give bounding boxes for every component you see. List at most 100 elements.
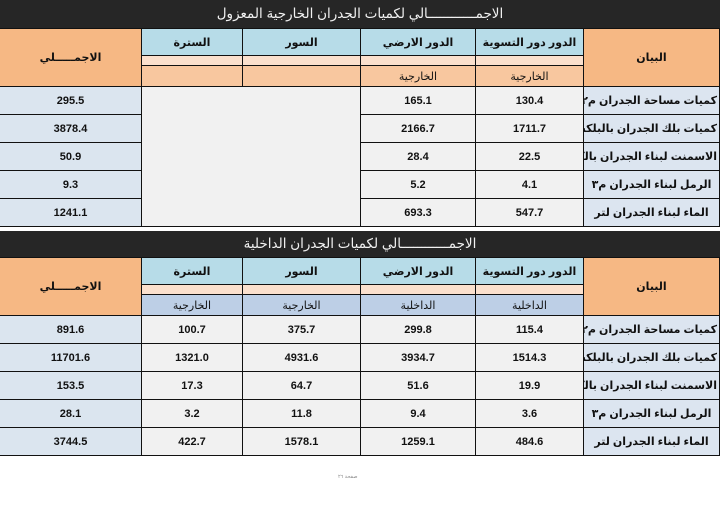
t1-r4-label: الماء لبناء الجدران لتر — [583, 198, 720, 227]
t2-strip-taswiya — [475, 284, 584, 295]
t1-r0-label: كميات مساحة الجدران م٢ — [583, 86, 720, 115]
t2-col-header-taswiya: الدور دور التسوية — [475, 257, 584, 285]
t1-r1-total: 3878.4 — [0, 114, 142, 143]
table-separator — [0, 227, 720, 231]
t2-r1-sotra: 1321.0 — [141, 343, 243, 372]
table-1-header-row-sub: الخارجية الخارجية — [0, 65, 720, 87]
t2-col-header-bayan: البيان — [583, 257, 720, 316]
t1-sub-header-ardi: الخارجية — [360, 65, 476, 87]
t2-r4-sotra: 422.7 — [141, 427, 243, 456]
t2-r3-label: الرمل لبناء الجدران م٣ — [583, 399, 720, 428]
table-row: كميات مساحة الجدران م٢ 130.4 165.1 295.5 — [0, 86, 720, 227]
t1-r1-ardi: 2166.7 — [360, 114, 476, 143]
t2-r4-taswiya: 484.6 — [475, 427, 584, 456]
t1-strip-sour — [242, 55, 361, 66]
t2-col-header-total: الاجمـــــلي — [0, 257, 142, 316]
t2-r2-taswiya: 19.9 — [475, 371, 584, 400]
t2-r0-sotra: 100.7 — [141, 315, 243, 344]
table-2: البيان الدور دور التسوية الدور الارضي ال… — [0, 257, 720, 456]
t1-merged-empty-sour-sotra — [141, 86, 361, 227]
t2-col-header-sotra: السترة — [141, 257, 243, 285]
t2-strip-sour — [242, 284, 361, 295]
t2-r0-total: 891.6 — [0, 315, 142, 344]
table-1-title: الاجمــــــــــــالي لكميات الجدران الخا… — [0, 0, 720, 28]
t1-sub-header-sotra — [141, 65, 243, 87]
t2-sub-header-ardi: الداخلية — [360, 294, 476, 316]
t1-r0-total: 295.5 — [0, 86, 142, 115]
t1-col-header-sour: السور — [242, 28, 361, 56]
table-1-header-row-main: البيان الدور دور التسوية الدور الارضي ال… — [0, 28, 720, 87]
t2-r1-taswiya: 1514.3 — [475, 343, 584, 372]
t1-r2-taswiya: 22.5 — [475, 142, 584, 171]
t1-col-header-bayan: البيان — [583, 28, 720, 87]
table-row: الماء لبناء الجدران لتر 547.7 693.3 1241… — [0, 198, 720, 227]
t2-r0-ardi: 299.8 — [360, 315, 476, 344]
t2-r0-taswiya: 115.4 — [475, 315, 584, 344]
t2-col-header-ardi: الدور الارضي — [360, 257, 476, 285]
t1-r2-total: 50.9 — [0, 142, 142, 171]
t2-strip-sotra — [141, 284, 243, 295]
t2-r1-ardi: 3934.7 — [360, 343, 476, 372]
t1-r4-taswiya: 547.7 — [475, 198, 584, 227]
table-row: الاسمنت لبناء الجدران بالكيس 19.9 51.6 6… — [0, 371, 720, 400]
t1-strip-sotra — [141, 55, 243, 66]
t2-col-header-sour: السور — [242, 257, 361, 285]
t1-r3-taswiya: 4.1 — [475, 170, 584, 199]
t1-col-header-ardi: الدور الارضي — [360, 28, 476, 56]
t1-r0-taswiya: 130.4 — [475, 86, 584, 115]
t1-col-header-taswiya: الدور دور التسوية — [475, 28, 584, 56]
table-row: كميات مساحة الجدران م٢ 115.4 299.8 375.7… — [0, 315, 720, 344]
t1-sub-header-taswiya: الخارجية — [475, 65, 584, 87]
t2-r2-label: الاسمنت لبناء الجدران بالكيس — [583, 371, 720, 400]
t2-r0-label: كميات مساحة الجدران م٢ — [583, 315, 720, 344]
table-row: كميات بلك الجدران بالبلكة 1514.3 3934.7 … — [0, 343, 720, 372]
t2-r4-total: 3744.5 — [0, 427, 142, 456]
t2-r2-sotra: 17.3 — [141, 371, 243, 400]
t2-r4-ardi: 1259.1 — [360, 427, 476, 456]
t1-r3-ardi: 5.2 — [360, 170, 476, 199]
table-row: كميات بلك الجدران بالبلكة 1711.7 2166.7 … — [0, 114, 720, 143]
t2-r3-sour: 11.8 — [242, 399, 361, 428]
t1-col-header-sotra: السترة — [141, 28, 243, 56]
t2-r2-total: 153.5 — [0, 371, 142, 400]
table-2-header-row-main: البيان الدور دور التسوية الدور الارضي ال… — [0, 257, 720, 316]
table-2-wrapper: البيان الدور دور التسوية الدور الارضي ال… — [0, 257, 720, 456]
page-number-watermark: صفحة ٢٦ — [338, 474, 358, 480]
table-row: الرمل لبناء الجدران م٣ 3.6 9.4 11.8 3.2 … — [0, 399, 720, 428]
t2-r3-sotra: 3.2 — [141, 399, 243, 428]
t2-r1-label: كميات بلك الجدران بالبلكة — [583, 343, 720, 372]
t1-r4-ardi: 693.3 — [360, 198, 476, 227]
t1-r4-total: 1241.1 — [0, 198, 142, 227]
table-1-wrapper: البيان الدور دور التسوية الدور الارضي ال… — [0, 28, 720, 227]
t2-r4-sour: 1578.1 — [242, 427, 361, 456]
t1-strip-taswiya — [475, 55, 584, 66]
t1-r2-label: الاسمنت لبناء الجدران بالكيس — [583, 142, 720, 171]
t1-r1-label: كميات بلك الجدران بالبلكة — [583, 114, 720, 143]
t2-r2-sour: 64.7 — [242, 371, 361, 400]
t1-sub-header-sour — [242, 65, 361, 87]
t1-col-header-total: الاجمـــــلي — [0, 28, 142, 87]
t2-r3-taswiya: 3.6 — [475, 399, 584, 428]
t2-r1-sour: 4931.6 — [242, 343, 361, 372]
t2-sub-header-taswiya: الداخلية — [475, 294, 584, 316]
t1-r0-ardi: 165.1 — [360, 86, 476, 115]
table-row: الماء لبناء الجدران لتر 484.6 1259.1 157… — [0, 427, 720, 456]
t2-r3-ardi: 9.4 — [360, 399, 476, 428]
t1-strip-ardi — [360, 55, 476, 66]
table-row: الرمل لبناء الجدران م٣ 4.1 5.2 9.3 — [0, 170, 720, 199]
table-1: البيان الدور دور التسوية الدور الارضي ال… — [0, 28, 720, 227]
t1-r3-label: الرمل لبناء الجدران م٣ — [583, 170, 720, 199]
t1-r3-total: 9.3 — [0, 170, 142, 199]
t2-r4-label: الماء لبناء الجدران لتر — [583, 427, 720, 456]
t2-strip-ardi — [360, 284, 476, 295]
table-row: الاسمنت لبناء الجدران بالكيس 22.5 28.4 5… — [0, 142, 720, 171]
t2-r2-ardi: 51.6 — [360, 371, 476, 400]
t2-r1-total: 11701.6 — [0, 343, 142, 372]
t1-r1-taswiya: 1711.7 — [475, 114, 584, 143]
t2-r3-total: 28.1 — [0, 399, 142, 428]
table-2-title: الاجمــــــــــــالي لكميات الجدران الدا… — [0, 231, 720, 257]
t2-r0-sour: 375.7 — [242, 315, 361, 344]
t2-sub-header-sotra: الخارجية — [141, 294, 243, 316]
t2-sub-header-sour: الخارجية — [242, 294, 361, 316]
